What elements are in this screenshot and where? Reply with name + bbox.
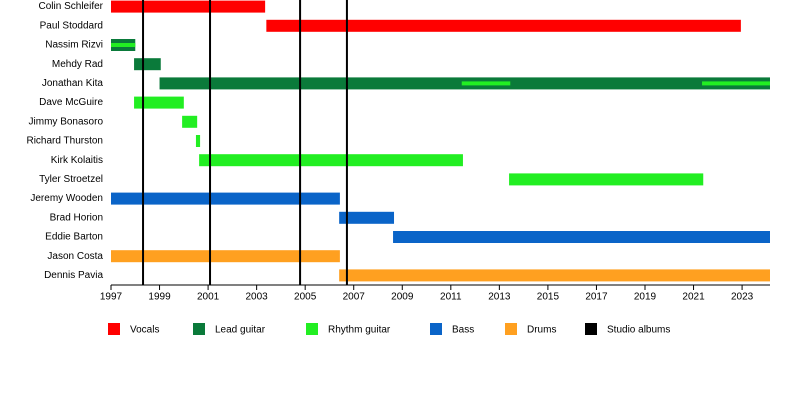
bar [509,173,704,186]
bar [111,250,340,263]
x-tick-label: 2023 [731,292,754,303]
row-label: Eddie Barton [45,232,103,243]
bar [111,0,266,13]
x-tick-label: 2011 [440,292,462,303]
legend-label: Rhythm guitar [328,325,391,336]
legend-label: Bass [452,325,474,336]
row-label: Colin Schleifer [39,1,104,12]
row-label: Jeremy Wooden [30,193,103,204]
x-tick-label: 1999 [148,292,171,303]
x-tick-label: 2009 [391,292,414,303]
bar [195,135,201,147]
row-label: Tyler Stroetzel [39,174,103,185]
row-label: Jason Costa [47,251,103,262]
legend-swatch [193,323,205,335]
legend-label: Vocals [130,325,159,336]
row-label: Kirk Kolaitis [51,155,103,166]
x-tick-label: 2021 [682,292,705,303]
x-tick-label: 2015 [537,292,560,303]
legend-label: Lead guitar [215,325,266,336]
bar [266,19,741,32]
bar [111,192,340,205]
legend-swatch [306,323,318,335]
row-label: Dennis Pavia [44,270,103,281]
x-tick-label: 2013 [488,292,511,303]
bar [461,81,511,86]
row-label: Jimmy Bonasoro [29,116,104,127]
legend-swatch [108,323,120,335]
bar [134,58,161,71]
legend-label: Studio albums [607,325,670,336]
bar [199,154,463,167]
legend-swatch [430,323,442,335]
bar [182,115,198,128]
x-tick-label: 2007 [343,292,366,303]
row-label: Mehdy Rad [52,59,103,70]
x-tick-label: 2019 [634,292,657,303]
x-tick-label: 2001 [197,292,220,303]
row-label: Richard Thurston [26,136,103,147]
x-tick-label: 2005 [294,292,317,303]
bar [393,231,770,243]
row-label: Paul Stoddard [40,20,103,31]
legend-swatch [505,323,517,335]
bar [134,96,184,109]
bar [702,81,770,86]
bar [339,211,395,224]
x-tick-label: 1997 [100,292,123,303]
x-tick-label: 2003 [246,292,269,303]
bar [111,43,136,47]
row-label: Jonathan Kita [42,78,104,89]
row-label: Dave McGuire [39,97,103,108]
row-label: Brad Horion [50,212,103,223]
legend-swatch [585,323,597,335]
x-tick-label: 2017 [585,292,608,303]
legend-label: Drums [527,325,556,336]
row-label: Nassim Rizvi [45,40,103,51]
bar [339,269,770,282]
